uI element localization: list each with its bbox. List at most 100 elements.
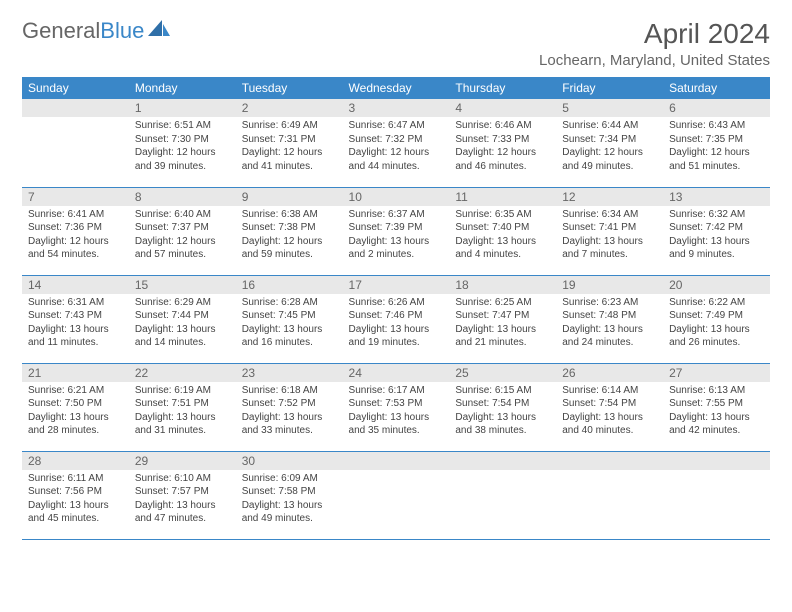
daylight-text-2: and 14 minutes.	[135, 336, 230, 350]
day-details	[556, 470, 663, 476]
day-number: 9	[236, 188, 343, 206]
day-header: Sunday	[22, 77, 129, 99]
sunset-text: Sunset: 7:48 PM	[562, 309, 657, 323]
daylight-text-1: Daylight: 12 hours	[135, 235, 230, 249]
day-details: Sunrise: 6:47 AMSunset: 7:32 PMDaylight:…	[343, 117, 450, 177]
sunset-text: Sunset: 7:54 PM	[455, 397, 550, 411]
sunrise-text: Sunrise: 6:21 AM	[28, 384, 123, 398]
calendar-day-cell: 1Sunrise: 6:51 AMSunset: 7:30 PMDaylight…	[129, 99, 236, 187]
sunset-text: Sunset: 7:50 PM	[28, 397, 123, 411]
day-details: Sunrise: 6:10 AMSunset: 7:57 PMDaylight:…	[129, 470, 236, 530]
daylight-text-1: Daylight: 13 hours	[455, 411, 550, 425]
sunset-text: Sunset: 7:46 PM	[349, 309, 444, 323]
day-number: 23	[236, 364, 343, 382]
sunrise-text: Sunrise: 6:32 AM	[669, 208, 764, 222]
calendar-day-cell: 20Sunrise: 6:22 AMSunset: 7:49 PMDayligh…	[663, 275, 770, 363]
day-header: Saturday	[663, 77, 770, 99]
day-number: 26	[556, 364, 663, 382]
daylight-text-1: Daylight: 13 hours	[455, 235, 550, 249]
daylight-text-2: and 57 minutes.	[135, 248, 230, 262]
daylight-text-1: Daylight: 13 hours	[349, 323, 444, 337]
daylight-text-1: Daylight: 13 hours	[28, 323, 123, 337]
sunrise-text: Sunrise: 6:49 AM	[242, 119, 337, 133]
day-number: 2	[236, 99, 343, 117]
day-details: Sunrise: 6:38 AMSunset: 7:38 PMDaylight:…	[236, 206, 343, 266]
day-details: Sunrise: 6:34 AMSunset: 7:41 PMDaylight:…	[556, 206, 663, 266]
daylight-text-1: Daylight: 13 hours	[135, 323, 230, 337]
calendar-day-cell	[449, 451, 556, 539]
sunset-text: Sunset: 7:31 PM	[242, 133, 337, 147]
sunset-text: Sunset: 7:36 PM	[28, 221, 123, 235]
sunrise-text: Sunrise: 6:11 AM	[28, 472, 123, 486]
calendar-day-cell: 28Sunrise: 6:11 AMSunset: 7:56 PMDayligh…	[22, 451, 129, 539]
sunrise-text: Sunrise: 6:26 AM	[349, 296, 444, 310]
daylight-text-1: Daylight: 13 hours	[135, 499, 230, 513]
day-details	[663, 470, 770, 476]
day-number: 30	[236, 452, 343, 470]
sunrise-text: Sunrise: 6:23 AM	[562, 296, 657, 310]
daylight-text-1: Daylight: 12 hours	[28, 235, 123, 249]
sunrise-text: Sunrise: 6:17 AM	[349, 384, 444, 398]
calendar-day-cell	[663, 451, 770, 539]
day-number: 22	[129, 364, 236, 382]
sunset-text: Sunset: 7:43 PM	[28, 309, 123, 323]
calendar-table: Sunday Monday Tuesday Wednesday Thursday…	[22, 77, 770, 540]
sunrise-text: Sunrise: 6:47 AM	[349, 119, 444, 133]
daylight-text-1: Daylight: 13 hours	[242, 499, 337, 513]
day-details: Sunrise: 6:32 AMSunset: 7:42 PMDaylight:…	[663, 206, 770, 266]
sunrise-text: Sunrise: 6:34 AM	[562, 208, 657, 222]
calendar-day-cell: 13Sunrise: 6:32 AMSunset: 7:42 PMDayligh…	[663, 187, 770, 275]
sunset-text: Sunset: 7:47 PM	[455, 309, 550, 323]
day-number	[22, 99, 129, 117]
daylight-text-2: and 49 minutes.	[562, 160, 657, 174]
daylight-text-2: and 42 minutes.	[669, 424, 764, 438]
sunset-text: Sunset: 7:56 PM	[28, 485, 123, 499]
sunrise-text: Sunrise: 6:09 AM	[242, 472, 337, 486]
daylight-text-2: and 26 minutes.	[669, 336, 764, 350]
sunrise-text: Sunrise: 6:19 AM	[135, 384, 230, 398]
day-number: 4	[449, 99, 556, 117]
sunset-text: Sunset: 7:42 PM	[669, 221, 764, 235]
day-details: Sunrise: 6:15 AMSunset: 7:54 PMDaylight:…	[449, 382, 556, 442]
daylight-text-1: Daylight: 13 hours	[28, 499, 123, 513]
sunrise-text: Sunrise: 6:35 AM	[455, 208, 550, 222]
sunrise-text: Sunrise: 6:28 AM	[242, 296, 337, 310]
day-details: Sunrise: 6:26 AMSunset: 7:46 PMDaylight:…	[343, 294, 450, 354]
calendar-day-cell: 14Sunrise: 6:31 AMSunset: 7:43 PMDayligh…	[22, 275, 129, 363]
day-details: Sunrise: 6:21 AMSunset: 7:50 PMDaylight:…	[22, 382, 129, 442]
sunrise-text: Sunrise: 6:13 AM	[669, 384, 764, 398]
day-number: 7	[22, 188, 129, 206]
daylight-text-1: Daylight: 13 hours	[349, 411, 444, 425]
daylight-text-2: and 35 minutes.	[349, 424, 444, 438]
sunset-text: Sunset: 7:57 PM	[135, 485, 230, 499]
daylight-text-2: and 2 minutes.	[349, 248, 444, 262]
sunrise-text: Sunrise: 6:43 AM	[669, 119, 764, 133]
daylight-text-2: and 54 minutes.	[28, 248, 123, 262]
day-number: 8	[129, 188, 236, 206]
sunrise-text: Sunrise: 6:14 AM	[562, 384, 657, 398]
daylight-text-2: and 19 minutes.	[349, 336, 444, 350]
calendar-day-cell: 11Sunrise: 6:35 AMSunset: 7:40 PMDayligh…	[449, 187, 556, 275]
day-details: Sunrise: 6:19 AMSunset: 7:51 PMDaylight:…	[129, 382, 236, 442]
daylight-text-2: and 47 minutes.	[135, 512, 230, 526]
calendar-day-cell: 21Sunrise: 6:21 AMSunset: 7:50 PMDayligh…	[22, 363, 129, 451]
sunset-text: Sunset: 7:55 PM	[669, 397, 764, 411]
sunset-text: Sunset: 7:30 PM	[135, 133, 230, 147]
day-details: Sunrise: 6:28 AMSunset: 7:45 PMDaylight:…	[236, 294, 343, 354]
daylight-text-2: and 46 minutes.	[455, 160, 550, 174]
daylight-text-1: Daylight: 12 hours	[669, 146, 764, 160]
daylight-text-1: Daylight: 13 hours	[562, 411, 657, 425]
calendar-day-cell	[556, 451, 663, 539]
day-number: 3	[343, 99, 450, 117]
calendar-day-cell: 23Sunrise: 6:18 AMSunset: 7:52 PMDayligh…	[236, 363, 343, 451]
day-number: 27	[663, 364, 770, 382]
day-number: 18	[449, 276, 556, 294]
day-details: Sunrise: 6:11 AMSunset: 7:56 PMDaylight:…	[22, 470, 129, 530]
day-details: Sunrise: 6:23 AMSunset: 7:48 PMDaylight:…	[556, 294, 663, 354]
daylight-text-2: and 44 minutes.	[349, 160, 444, 174]
daylight-text-2: and 11 minutes.	[28, 336, 123, 350]
daylight-text-2: and 31 minutes.	[135, 424, 230, 438]
daylight-text-2: and 49 minutes.	[242, 512, 337, 526]
daylight-text-1: Daylight: 12 hours	[349, 146, 444, 160]
calendar-day-cell: 22Sunrise: 6:19 AMSunset: 7:51 PMDayligh…	[129, 363, 236, 451]
